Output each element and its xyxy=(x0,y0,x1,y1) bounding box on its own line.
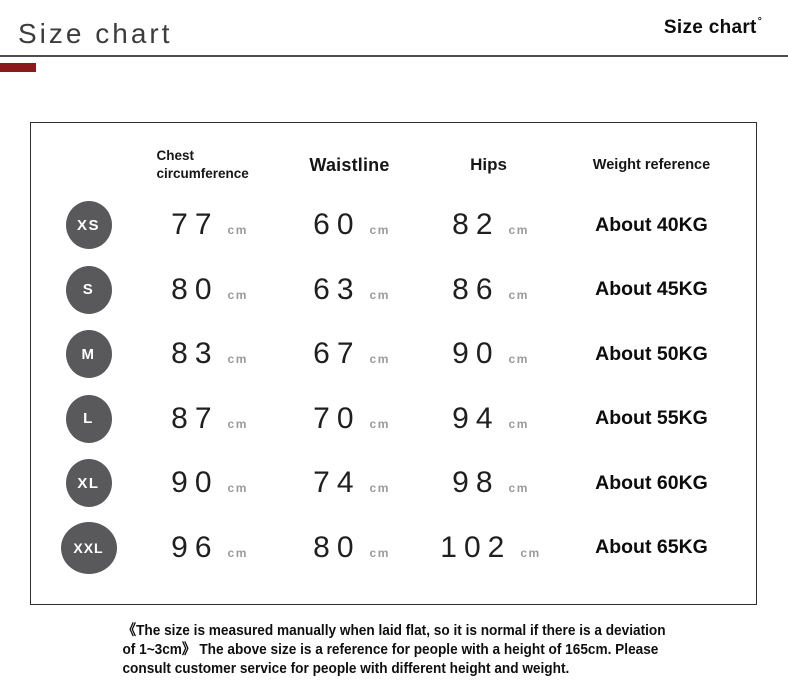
table-header-row: Chest circumference Waistline Hips Weigh… xyxy=(31,137,756,193)
waist-number: 80 xyxy=(313,530,361,564)
unit-label: cm xyxy=(508,481,529,496)
waist-value: 60 cm xyxy=(269,208,430,242)
waist-number: 67 xyxy=(313,337,361,371)
unit-label: cm xyxy=(508,352,529,367)
waist-value: 67 cm xyxy=(269,337,430,371)
waist-value: 80 cm xyxy=(269,531,430,565)
unit-label: cm xyxy=(369,545,390,560)
waist-value: 63 cm xyxy=(269,273,430,307)
size-chart-table: Chest circumference Waistline Hips Weigh… xyxy=(30,122,757,605)
chest-number: 90 xyxy=(171,466,219,500)
hips-value: 94 cm xyxy=(430,402,547,436)
waist-value: 70 cm xyxy=(269,402,430,436)
unit-label: cm xyxy=(508,416,529,431)
weight-reference: About 60KG xyxy=(595,471,708,494)
chest-number: 83 xyxy=(171,337,219,371)
unit-label: cm xyxy=(369,352,390,367)
hips-number: 102 xyxy=(440,530,512,564)
degree-mark: ° xyxy=(757,16,762,27)
weight-reference: About 65KG xyxy=(595,536,708,559)
hips-number: 82 xyxy=(452,208,500,242)
column-header-hips: Hips xyxy=(470,155,507,174)
unit-label: cm xyxy=(227,352,248,367)
size-badge-xxl: XXL xyxy=(60,521,117,574)
chest-number: 87 xyxy=(171,401,219,435)
chest-number: 77 xyxy=(171,208,219,242)
size-badge-s: S xyxy=(65,265,112,314)
weight-reference: About 50KG xyxy=(595,342,708,365)
chest-value: 83 cm xyxy=(146,337,269,371)
unit-label: cm xyxy=(369,223,390,238)
column-header-chest: Chest circumference xyxy=(156,148,249,181)
table-row-l: L 87 cm 70 cm 94 cm About 55KG xyxy=(31,387,756,452)
table-row-xs: XS 77 cm 60 cm 82 cm About 40KG xyxy=(31,193,756,258)
unit-label: cm xyxy=(227,416,248,431)
chest-value: 90 cm xyxy=(146,466,269,500)
disclaimer-line: 《The size is measured manually when laid… xyxy=(122,623,666,639)
hips-value: 98 cm xyxy=(430,466,547,500)
unit-label: cm xyxy=(227,545,248,560)
hips-value: 90 cm xyxy=(430,337,547,371)
disclaimer-line: consult customer service for people with… xyxy=(122,661,570,677)
weight-reference: About 55KG xyxy=(595,407,708,430)
chest-number: 96 xyxy=(171,530,219,564)
unit-label: cm xyxy=(227,481,248,496)
unit-label: cm xyxy=(227,287,248,302)
chest-value: 96 cm xyxy=(146,531,269,565)
hips-number: 94 xyxy=(452,401,500,435)
hips-number: 98 xyxy=(452,466,500,500)
tab-size-chart[interactable]: Size chart xyxy=(18,18,173,49)
waist-number: 60 xyxy=(313,208,361,242)
chest-number: 80 xyxy=(171,272,219,306)
unit-label: cm xyxy=(227,223,248,238)
size-badge-xs: XS xyxy=(65,201,112,250)
column-header-chest-wrap: Chest circumference xyxy=(146,147,269,182)
unit-label: cm xyxy=(520,545,541,560)
unit-label: cm xyxy=(369,416,390,431)
chest-value: 80 cm xyxy=(146,273,269,307)
hips-value: 86 cm xyxy=(430,273,547,307)
unit-label: cm xyxy=(369,287,390,302)
size-badge-l: L xyxy=(65,394,112,443)
waist-number: 74 xyxy=(313,466,361,500)
active-tab-indicator xyxy=(0,63,36,72)
size-badge-xl: XL xyxy=(65,459,112,508)
size-chart-watermark: Size chart° xyxy=(664,16,762,39)
hips-number: 90 xyxy=(452,337,500,371)
hips-value: 82 cm xyxy=(430,208,547,242)
waist-number: 70 xyxy=(313,401,361,435)
column-header-waistline: Waistline xyxy=(309,154,390,175)
watermark-text: Size chart xyxy=(663,17,757,38)
table-row-xxl: XXL 96 cm 80 cm 102 cm About 65KG xyxy=(31,516,756,581)
header-divider xyxy=(0,55,788,57)
waist-value: 74 cm xyxy=(269,466,430,500)
waist-number: 63 xyxy=(313,272,361,306)
hips-value: 102 cm xyxy=(430,531,547,565)
weight-reference: About 45KG xyxy=(595,278,708,301)
measurement-disclaimer: 《The size is measured manually when laid… xyxy=(122,622,665,679)
table-row-s: S 80 cm 63 cm 86 cm About 45KG xyxy=(31,258,756,323)
chest-value: 77 cm xyxy=(146,208,269,242)
table-row-m: M 83 cm 67 cm 90 cm About 50KG xyxy=(31,322,756,387)
disclaimer-line: of 1~3cm》 The above size is a reference … xyxy=(122,642,659,658)
unit-label: cm xyxy=(369,481,390,496)
size-badge-m: M xyxy=(65,330,112,379)
hips-number: 86 xyxy=(452,272,500,306)
unit-label: cm xyxy=(508,223,529,238)
table-row-xl: XL 90 cm 74 cm 98 cm About 60KG xyxy=(31,451,756,516)
unit-label: cm xyxy=(508,287,529,302)
chest-value: 87 cm xyxy=(146,402,269,436)
column-header-weight: Weight reference xyxy=(592,157,711,173)
weight-reference: About 40KG xyxy=(595,213,708,236)
